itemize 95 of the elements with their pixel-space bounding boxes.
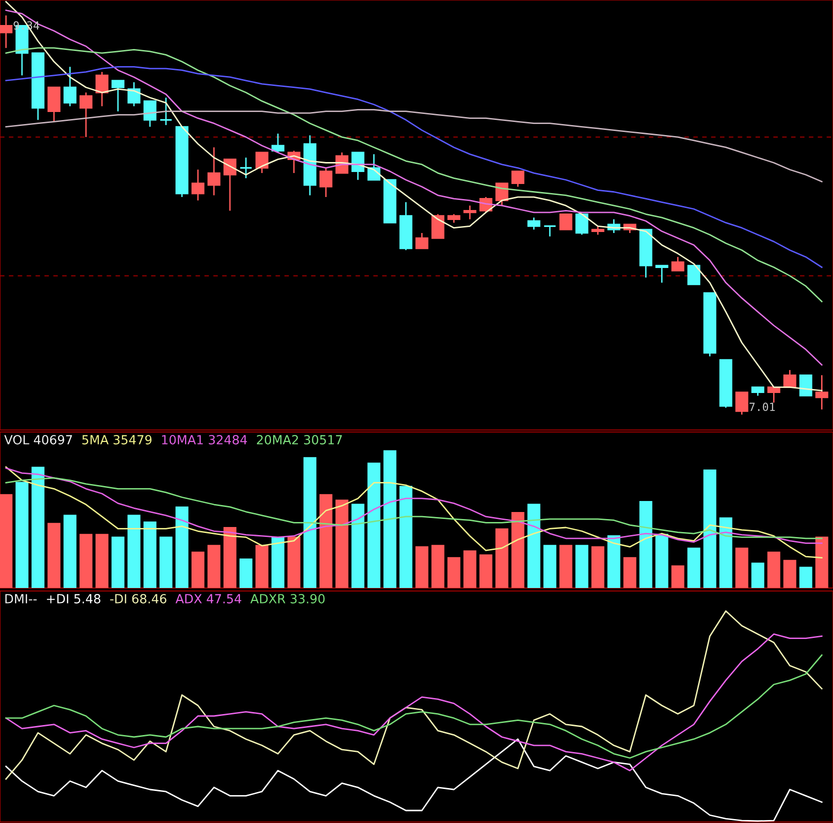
bar (639, 500, 652, 588)
bar (303, 457, 316, 588)
bar (591, 546, 604, 588)
bar (16, 482, 28, 588)
candlestick (255, 152, 268, 174)
candlestick (64, 66, 76, 107)
bar (192, 552, 204, 588)
candlestick (815, 374, 828, 410)
bar (783, 560, 796, 588)
bar (271, 536, 284, 588)
text: 10MA1 32484 (162, 435, 247, 444)
candlestick (144, 100, 156, 128)
candlestick (655, 264, 668, 284)
bar (64, 514, 76, 588)
bar (32, 466, 44, 588)
bar (447, 557, 460, 588)
bar (287, 536, 300, 588)
bar (719, 517, 732, 588)
candlestick (112, 80, 124, 112)
candlestick (319, 167, 332, 198)
candlestick (783, 369, 796, 388)
bar (655, 534, 668, 588)
chart-title: DMI-- (5, 594, 37, 604)
bar (223, 527, 236, 588)
candlestick (559, 213, 572, 230)
bar (207, 544, 220, 588)
bar (176, 506, 188, 588)
text: VOL 40697 (4, 435, 72, 444)
text: 5MA 35479 (82, 435, 152, 444)
candlestick (511, 170, 524, 188)
bar (767, 552, 780, 588)
candlestick (687, 264, 700, 286)
candlestick (671, 256, 684, 272)
bar (112, 536, 124, 588)
bar (431, 544, 444, 588)
bar (479, 554, 492, 588)
text: 20MA2 30517 (256, 435, 342, 444)
bar (799, 566, 812, 588)
bar (128, 514, 140, 588)
candlestick (239, 156, 253, 179)
candlestick (463, 204, 476, 220)
candlestick (80, 92, 92, 138)
candlestick (128, 82, 140, 107)
bar (575, 544, 588, 588)
bar (687, 548, 700, 588)
bar (319, 494, 332, 588)
bar (144, 522, 156, 588)
bar (511, 512, 524, 588)
candlestick (431, 213, 444, 239)
candlestick (48, 86, 60, 122)
candlestick (575, 213, 588, 236)
bar (527, 504, 540, 588)
bar (735, 548, 748, 588)
bar (415, 546, 428, 588)
candlestick (207, 146, 220, 196)
bar (495, 528, 508, 588)
bar (367, 462, 380, 588)
bar (239, 558, 252, 588)
bar (0, 494, 12, 588)
candlestick (799, 374, 812, 396)
bar (383, 450, 396, 588)
bar (671, 565, 684, 588)
bar (399, 486, 412, 588)
bar (607, 535, 620, 588)
text: -DI 68.46 (110, 594, 166, 604)
candlestick (96, 71, 108, 107)
bar (160, 536, 172, 588)
candlestick (415, 232, 428, 250)
bar (751, 562, 764, 588)
candlestick (527, 216, 540, 230)
candlestick (271, 132, 284, 154)
candlestick (351, 152, 364, 181)
candlestick (735, 392, 748, 416)
candlestick (0, 14, 12, 49)
bar (463, 550, 476, 588)
bar (543, 544, 556, 588)
text: ADXR 33.90 (250, 594, 325, 604)
candlestick (367, 153, 380, 181)
candlestick (543, 225, 556, 238)
text: ADX 47.54 (176, 594, 242, 604)
candlestick (159, 96, 173, 126)
bar (815, 536, 828, 588)
bar (703, 469, 716, 588)
candlestick (223, 158, 236, 212)
bar (351, 504, 364, 588)
bar (559, 544, 572, 588)
bar (48, 522, 60, 588)
annotation: 7.01 (750, 402, 775, 412)
bar (80, 534, 92, 588)
bar (255, 544, 268, 588)
bar (335, 500, 348, 588)
bar (623, 557, 636, 588)
text: +DI 5.48 (46, 594, 100, 604)
bar (96, 534, 108, 588)
candlestick (192, 168, 204, 202)
